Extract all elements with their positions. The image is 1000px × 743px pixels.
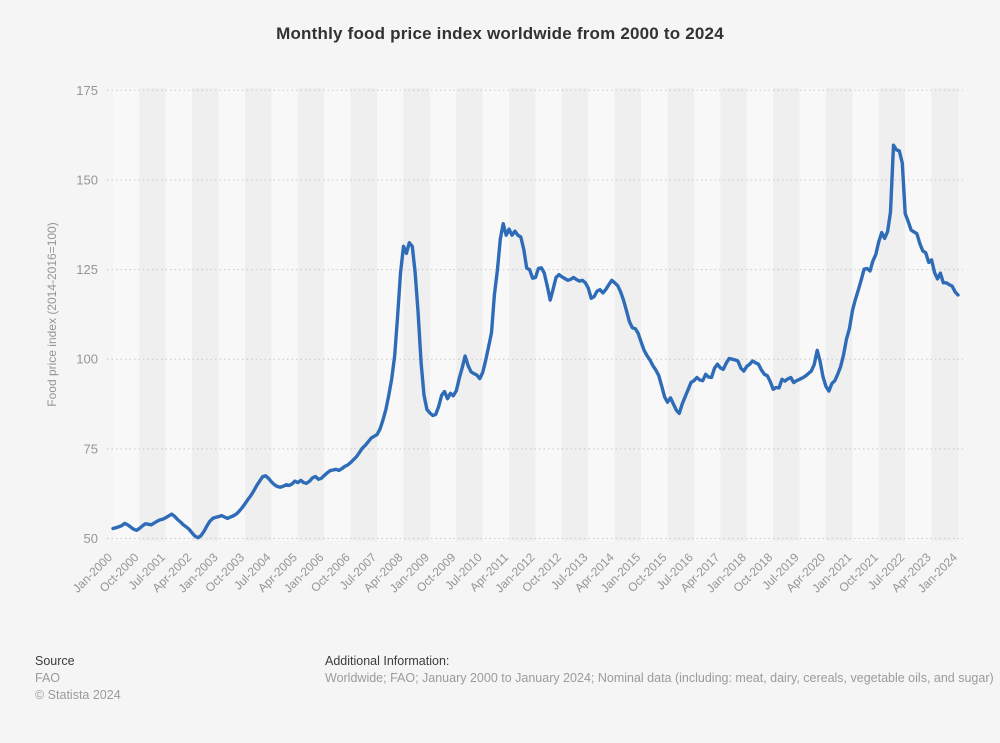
plot-area[interactable]: 50 75 100 125 150 175 Food price index (2014-2… — [0, 0, 1000, 648]
background-band — [693, 88, 721, 541]
background-band — [746, 88, 774, 541]
y-axis-title: Food price index (2014-2016=100) — [45, 222, 59, 406]
background-band — [165, 88, 193, 541]
y-tick-label: 100 — [76, 352, 98, 367]
background-band — [192, 88, 219, 541]
page-title: Monthly food price index worldwide from … — [276, 24, 724, 43]
background-band — [271, 88, 298, 541]
x-tick-labels: Jan-2000Oct-2000Jul-2001Apr-2002Jan-2003… — [70, 550, 961, 596]
source-value: FAO — [35, 671, 61, 685]
additional-info-value: Worldwide; FAO; January 2000 to January … — [325, 671, 994, 685]
additional-info-label: Additional Information: — [325, 654, 450, 668]
background-band — [245, 88, 272, 541]
background-band — [905, 88, 932, 541]
y-tick-label: 125 — [76, 262, 98, 277]
y-tick-label: 175 — [76, 83, 98, 98]
background-band — [429, 88, 457, 541]
background-band — [799, 88, 826, 541]
background-band — [297, 88, 325, 541]
background-band — [931, 88, 958, 541]
background-band — [852, 88, 879, 541]
background-band — [825, 88, 853, 541]
background-band — [535, 88, 562, 541]
food-price-index-line[interactable] — [111, 143, 960, 540]
footer-additional-block: Additional Information: Worldwide; FAO; … — [325, 653, 995, 687]
y-tick-label: 150 — [76, 172, 98, 187]
background-band — [641, 88, 668, 541]
background-band — [482, 88, 510, 541]
background-band — [561, 88, 589, 541]
background-bands — [113, 88, 958, 541]
background-band — [139, 88, 166, 541]
background-band — [218, 88, 246, 541]
footer-source-block: Source FAO © Statista 2024 — [35, 653, 121, 704]
background-band — [773, 88, 800, 541]
background-band — [456, 88, 483, 541]
background-band — [509, 88, 536, 541]
background-band — [588, 88, 615, 541]
background-band — [720, 88, 747, 541]
statista-copyright: © Statista 2024 — [35, 688, 121, 702]
source-label: Source — [35, 654, 75, 668]
background-band — [350, 88, 378, 541]
y-tick-label: 50 — [84, 531, 98, 546]
background-band — [377, 88, 404, 541]
y-tick-labels: 50 75 100 125 150 175 — [76, 83, 98, 546]
y-gridlines — [107, 89, 963, 539]
y-tick-label: 75 — [84, 441, 98, 456]
background-band — [667, 88, 694, 541]
background-band — [113, 88, 140, 541]
